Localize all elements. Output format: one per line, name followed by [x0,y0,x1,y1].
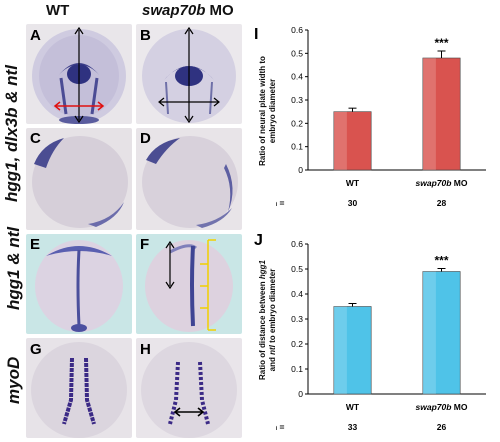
chart-i-n-label: n = [276,198,285,208]
panel-d-image [136,128,242,230]
chart-i-ytick-label: 0.6 [291,25,303,35]
chart-letter-j: J [254,232,263,249]
chart-i-significance: *** [434,36,448,50]
chart-j-ylabel-gene1: hgg1 [258,260,267,280]
chart-j-ytick-label: 0.5 [291,264,303,274]
chart-j-bar-highlight [422,271,436,394]
panel-letter-b: B [140,27,151,44]
chart-i-category-label: WT [346,178,360,188]
chart-j-category-suffix: MO [451,402,467,412]
chart-i-ytick-label: 0.5 [291,48,303,58]
chart-j-ytick-label: 0.4 [291,289,303,299]
header-morpholino: swap70b MO [142,2,234,19]
panel-c-image [26,128,132,230]
panel-letter-d: D [140,130,151,147]
row-label-3: myoD [4,356,23,404]
chart-i-bar [333,111,372,171]
chart-j-n-label: n = [276,422,285,432]
chart-i-ylabel-line1: Ratio of neural plate width to [258,56,267,166]
chart-i-category-gene: swap70b [416,178,452,188]
chart-j-ytick-label: 0 [298,389,303,399]
chart-j-n-value: 26 [437,422,447,432]
chart-i-ytick-label: 0.2 [291,118,303,128]
panel-letter-c: C [30,130,41,147]
chart-j-significance: *** [434,254,448,268]
panel-h-image [136,338,242,438]
panel-e-image [26,234,132,334]
chart-j-ylabel-line1: Ratio of distance between hgg1 [258,230,268,410]
chart-i: 0 0.1 0.2 0.3 0.4 0.5 0.6 WT 30 *** swap70b MO 28 n … [276,20,498,220]
chart-j-category-label: swap70b MO [416,402,468,412]
chart-j-category-label: WT [346,402,360,412]
panel-f-image [136,234,242,334]
panel-letter-h: H [140,341,151,358]
chart-i-category-suffix: MO [451,178,467,188]
chart-i-n-value: 30 [348,198,358,208]
chart-j-ytick-label: 0.1 [291,364,303,374]
chart-j-bar [422,271,461,395]
row-label-2: hgg1 & ntl [4,226,23,310]
panel-letter-g: G [30,341,42,358]
header-mo-gene: swap70b [142,2,206,19]
chart-i-bar-highlight [333,111,347,170]
row-label-1: hgg1, dlx3b & ntl [2,65,21,202]
chart-j-ylabel-1a: Ratio of distance between [258,279,267,381]
chart-j: 0 0.1 0.2 0.3 0.4 0.5 0.6 WT 33 *** swap70b MO 26 n … [276,234,498,440]
chart-i-n-value: 28 [437,198,447,208]
chart-i-ytick-label: 0.4 [291,72,303,82]
chart-j-svg: 0 0.1 0.2 0.3 0.4 0.5 0.6 WT 33 *** swap70b MO 26 n … [276,239,486,432]
chart-i-ylabel: Ratio of neural plate width to embryo di… [258,26,278,196]
panel-letter-f: F [140,236,150,253]
panel-letter-e: E [30,236,41,253]
chart-letter-i: I [254,26,259,43]
chart-i-ytick-label: 0.3 [291,95,303,105]
chart-i-svg: 0 0.1 0.2 0.3 0.4 0.5 0.6 WT 30 *** swap70b MO 28 n … [276,25,486,208]
chart-i-category-label: swap70b MO [416,178,468,188]
chart-i-bar-highlight [422,58,436,170]
header-wt: WT [46,2,70,19]
panel-letter-a: A [30,27,41,44]
chart-j-n-value: 33 [348,422,358,432]
header-mo-suffix: MO [205,2,234,19]
panel-b-image [136,24,242,124]
panel-a-image [26,24,132,124]
chart-j-ytick-label: 0.2 [291,339,303,349]
chart-j-category-gene: swap70b [416,402,452,412]
chart-j-ytick-label: 0.3 [291,314,303,324]
chart-i-ytick-label: 0 [298,165,303,175]
chart-i-bar [422,57,461,171]
chart-i-ytick-label: 0.1 [291,142,303,152]
chart-j-bar [333,306,372,395]
panel-g-image [26,338,132,438]
chart-j-ytick-label: 0.6 [291,239,303,249]
chart-j-ylabel: Ratio of distance between hgg1 and ntl t… [258,230,278,410]
chart-j-bar-highlight [333,306,347,394]
